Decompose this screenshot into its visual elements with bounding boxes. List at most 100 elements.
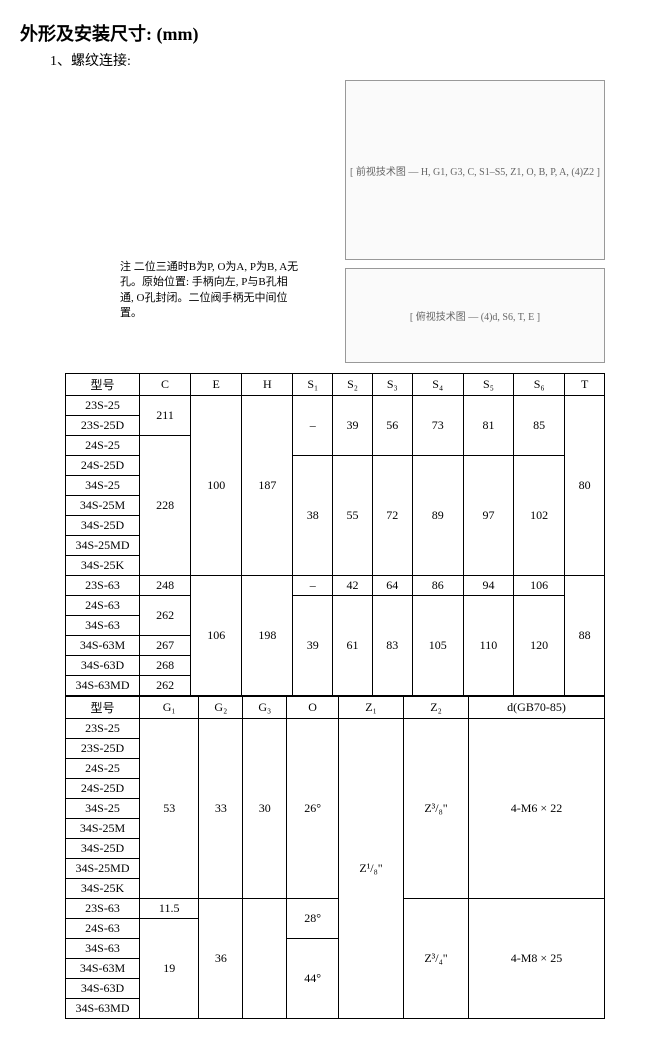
table-row: 34S-25M (66, 819, 140, 839)
cell: 30 (243, 719, 287, 899)
cell: 56 (372, 396, 412, 456)
table-row: 24S-63 (66, 596, 140, 616)
cell: 248 (140, 576, 191, 596)
t1-header-model: 型号 (66, 374, 140, 396)
table-row: 34S-63MD (66, 676, 140, 696)
t2-header-model: 型号 (66, 697, 140, 719)
table-row: 24S-25D (66, 779, 140, 799)
t2-col-Z2: Z₂ (404, 697, 469, 719)
cell: 198 (242, 576, 293, 696)
cell: 26° (287, 719, 339, 899)
table-row: 24S-25 (66, 759, 140, 779)
table-row: 24S-25 (66, 436, 140, 456)
cell: 4-M8 × 25 (468, 899, 604, 1019)
cell: 61 (333, 596, 373, 696)
cell: 39 (293, 596, 333, 696)
cell: 83 (372, 596, 412, 696)
table-row: 34S-25 (66, 476, 140, 496)
table-row: 34S-63D (66, 979, 140, 999)
table-row: 23S-25D (66, 739, 140, 759)
t2-col-d: d(GB70-85) (468, 697, 604, 719)
t2-col-G2: G₂ (199, 697, 243, 719)
cell: 88 (565, 576, 605, 696)
table-row: 34S-25MD (66, 536, 140, 556)
table-row: 34S-63 (66, 939, 140, 959)
table-row: 34S-25 (66, 799, 140, 819)
t1-col-S2: S₂ (333, 374, 373, 396)
table-row: 34S-63 (66, 616, 140, 636)
page-title: 外形及安装尺寸: (mm) (20, 20, 650, 46)
cell: 11.5 (140, 899, 199, 919)
cell: 268 (140, 656, 191, 676)
t1-col-S6: S₆ (514, 374, 565, 396)
cell (243, 899, 287, 1019)
cell: 106 (191, 576, 242, 696)
cell: 110 (463, 596, 513, 696)
table-row: 34S-63M (66, 959, 140, 979)
t2-col-Z1: Z₁ (339, 697, 404, 719)
cell: 94 (463, 576, 513, 596)
dimensions-table-1: 型号 C E H S₁ S₂ S₃ S₄ S₅ S₆ T 23S-25 211 … (65, 373, 605, 696)
table-row: 23S-25D (66, 416, 140, 436)
cell: 55 (333, 456, 373, 576)
cell: 64 (372, 576, 412, 596)
cell: 33 (199, 719, 243, 899)
cell: 28° (287, 899, 339, 939)
cell: 211 (140, 396, 191, 436)
table-row: 34S-25D (66, 516, 140, 536)
cell: 4-M6 × 22 (468, 719, 604, 899)
t1-col-H: H (242, 374, 293, 396)
cell: Z³/₈" (404, 719, 469, 899)
table-row: 23S-25 (66, 396, 140, 416)
table-row: 34S-25MD (66, 859, 140, 879)
cell: 120 (514, 596, 565, 696)
page-subtitle: 1、螺纹连接: (50, 50, 650, 70)
cell: 262 (140, 676, 191, 696)
t1-col-S5: S₅ (463, 374, 513, 396)
diagram-block: [ 前视技术图 — H, G1, G3, C, S1–S5, Z1, O, B,… (300, 80, 650, 363)
cell: 102 (514, 456, 565, 576)
cell: 97 (463, 456, 513, 576)
table-row: 23S-63 (66, 899, 140, 919)
cell: – (293, 396, 333, 456)
cell: 267 (140, 636, 191, 656)
cell: 89 (412, 456, 463, 576)
cell: 105 (412, 596, 463, 696)
t1-col-S3: S₃ (372, 374, 412, 396)
cell: 80 (565, 396, 605, 576)
cell: 38 (293, 456, 333, 576)
cell: 106 (514, 576, 565, 596)
t1-col-C: C (140, 374, 191, 396)
cell: 100 (191, 396, 242, 576)
cell: 187 (242, 396, 293, 576)
cell: 262 (140, 596, 191, 636)
cell: 53 (140, 719, 199, 899)
t2-col-G3: G₃ (243, 697, 287, 719)
t1-col-S4: S₄ (412, 374, 463, 396)
cell: 73 (412, 396, 463, 456)
t1-col-E: E (191, 374, 242, 396)
cell: 81 (463, 396, 513, 456)
table-row: 23S-63 (66, 576, 140, 596)
cell: – (293, 576, 333, 596)
t1-col-S1: S₁ (293, 374, 333, 396)
table-row: 24S-25D (66, 456, 140, 476)
t1-col-T: T (565, 374, 605, 396)
t2-col-G1: G₁ (140, 697, 199, 719)
front-view-diagram: [ 前视技术图 — H, G1, G3, C, S1–S5, Z1, O, B,… (345, 80, 605, 260)
table-row: 34S-25D (66, 839, 140, 859)
t2-col-O: O (287, 697, 339, 719)
top-section: 注 二位三通时B为P, O为A, P为B, A无孔。原始位置: 手柄向左, P与… (20, 80, 650, 363)
table-row: 34S-63MD (66, 999, 140, 1019)
cell: Z³/₄" (404, 899, 469, 1019)
table-row: 23S-25 (66, 719, 140, 739)
table-row: 34S-25M (66, 496, 140, 516)
cell: 228 (140, 436, 191, 576)
table-row: 34S-63D (66, 656, 140, 676)
note-text: 注 二位三通时B为P, O为A, P为B, A无孔。原始位置: 手柄向左, P与… (120, 260, 300, 322)
cell: 39 (333, 396, 373, 456)
table-row: 34S-63M (66, 636, 140, 656)
cell: 42 (333, 576, 373, 596)
dimensions-table-2: 型号 G₁ G₂ G₃ O Z₁ Z₂ d(GB70-85) 23S-25 53… (65, 696, 605, 1019)
cell: 36 (199, 899, 243, 1019)
